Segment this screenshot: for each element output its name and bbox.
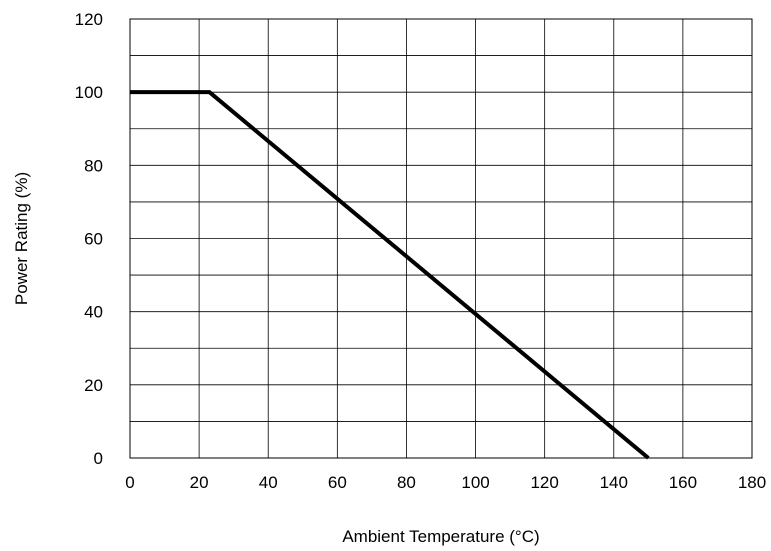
x-tick-label: 60 [328, 473, 347, 492]
x-tick-label: 20 [190, 473, 209, 492]
y-tick-label: 120 [75, 10, 103, 29]
y-tick-label: 100 [75, 83, 103, 102]
y-tick-labels: 0 20 40 60 80 100 120 [75, 10, 103, 468]
y-tick-label: 40 [84, 303, 103, 322]
series-line [130, 90, 650, 460]
y-tick-label: 0 [94, 449, 103, 468]
x-tick-label: 80 [397, 473, 416, 492]
x-tick-labels: 0 20 40 60 80 100 120 140 160 180 [125, 473, 766, 492]
x-tick-label: 0 [125, 473, 134, 492]
x-axis-title: Ambient Temperature (°C) [342, 527, 539, 546]
x-tick-label: 160 [669, 473, 697, 492]
x-tick-label: 40 [259, 473, 278, 492]
y-tick-label: 60 [84, 230, 103, 249]
y-tick-label: 80 [84, 156, 103, 175]
grid [130, 19, 752, 458]
series-layer [130, 90, 650, 460]
y-tick-label: 20 [84, 376, 103, 395]
plot-frame [129, 18, 753, 459]
y-axis-title: Power Rating (%) [12, 172, 31, 305]
x-tick-label: 100 [461, 473, 489, 492]
x-tick-label: 120 [530, 473, 558, 492]
x-tick-label: 140 [600, 473, 628, 492]
x-tick-label: 180 [738, 473, 766, 492]
